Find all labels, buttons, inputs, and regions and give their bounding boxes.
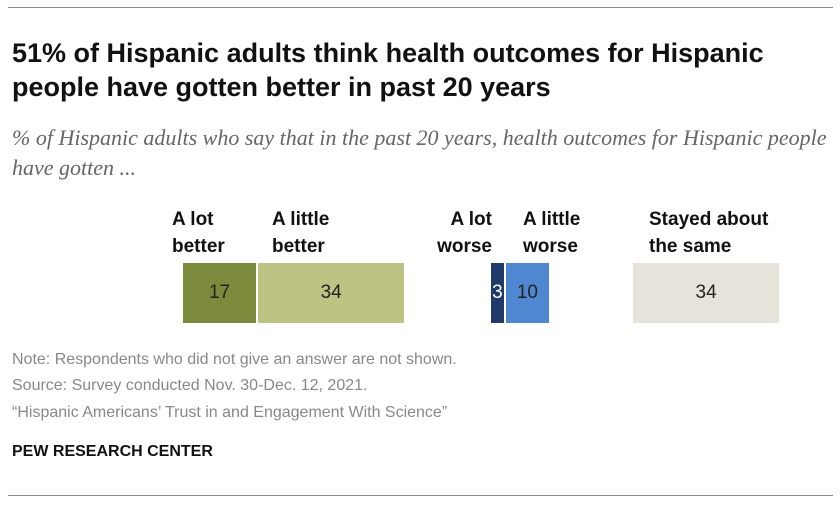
chart-title: 51% of Hispanic adults think health outc…	[12, 38, 764, 102]
legend-label: A little better	[272, 209, 330, 257]
bar-segment: 17	[183, 263, 257, 323]
bar-segment: 10	[505, 263, 549, 323]
legend-label: A lot worse	[437, 209, 492, 257]
value-label: 34	[320, 282, 342, 303]
top-rule	[8, 7, 833, 8]
legend-label: A little worse	[523, 209, 581, 257]
legend-label: Stayed about the same	[649, 209, 769, 257]
legend-label: A lot better	[172, 209, 225, 257]
bar-segment: 34	[633, 263, 780, 323]
value-label: 17	[208, 282, 231, 303]
note: Note: Respondents who did not give an an…	[12, 351, 457, 368]
report: “Hispanic Americans’ Trust in and Engage…	[12, 404, 448, 421]
bar-segment: 3	[491, 263, 504, 323]
chart-subtitle: % of Hispanic adults who say that in the…	[12, 125, 827, 180]
value-label: 3	[492, 282, 503, 303]
bar-segment: 34	[258, 263, 405, 323]
bottom-rule	[8, 495, 833, 496]
footer: PEW RESEARCH CENTER	[12, 443, 213, 460]
value-label: 10	[516, 282, 538, 303]
source: Source: Survey conducted Nov. 30-Dec. 12…	[12, 377, 368, 394]
value-label: 34	[695, 282, 717, 303]
